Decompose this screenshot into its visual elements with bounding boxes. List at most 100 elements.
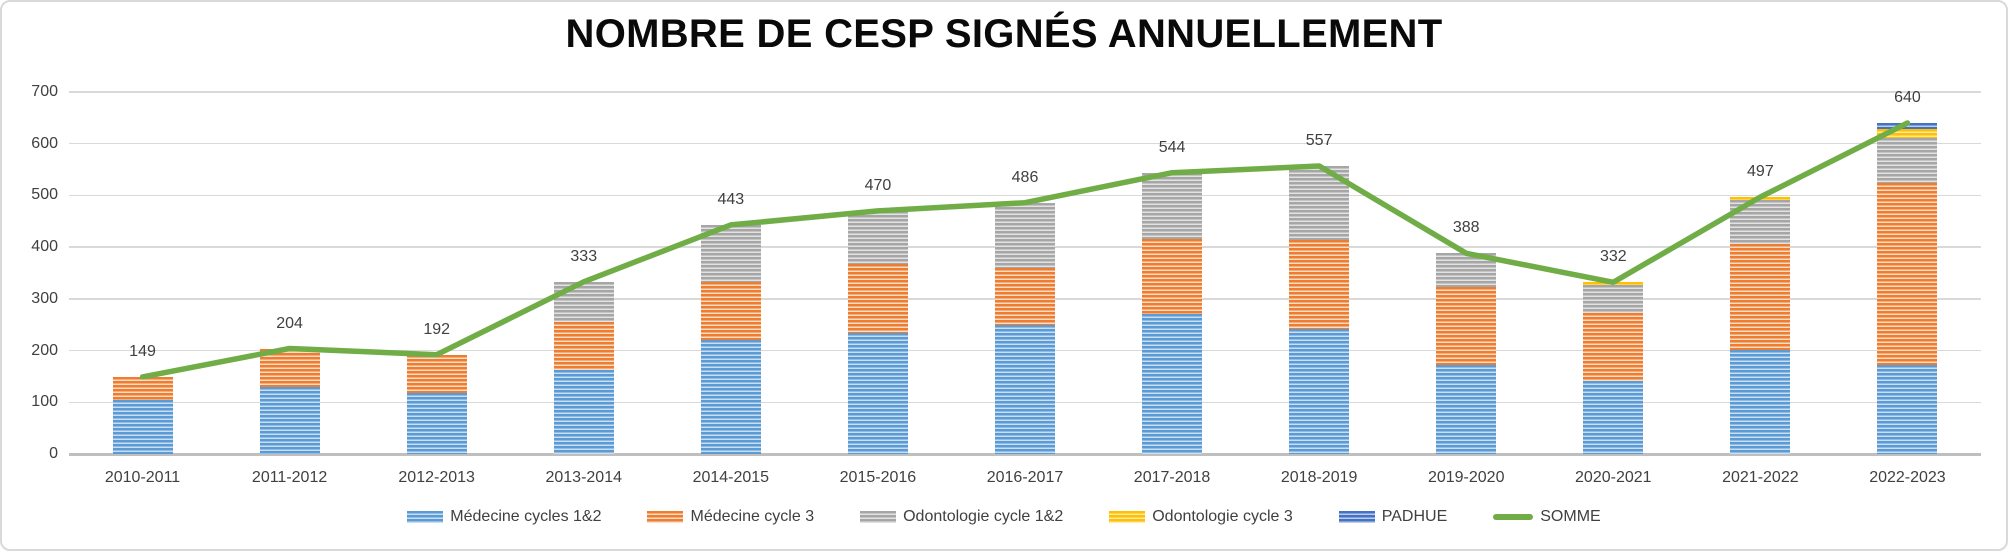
bar-segment-Médecine cycle 3 xyxy=(1583,312,1644,382)
x-axis-category-label: 2016-2017 xyxy=(986,469,1064,486)
x-axis-category-label: 2012-2013 xyxy=(398,469,475,486)
bar-segment-Odontologie cycle 1&2 xyxy=(1289,165,1350,240)
x-axis-category-label: 2010-2011 xyxy=(104,469,181,486)
bar-total-label: 443 xyxy=(717,190,745,208)
bar-segment-Odontologie cycle 1&2 xyxy=(1436,253,1497,287)
legend: Médecine cycles 1&2 Médecine cycle 3 Odont… xyxy=(2,508,2006,526)
bar-segment-Médecine cycle 3 xyxy=(406,354,467,393)
bar-total-label: 388 xyxy=(1452,219,1480,237)
bar-segment-Médecine cycles 1&2 xyxy=(1583,381,1644,454)
x-axis-category-label: 2014-2015 xyxy=(692,469,770,486)
bar-segment-Odontologie cycle 1&2 xyxy=(1142,172,1203,239)
chart-title: NOMBRE DE CESP SIGNÉS ANNUELLEMENT xyxy=(565,12,1443,56)
bar-segment-Médecine cycles 1&2 xyxy=(553,370,614,454)
legend-item-PADHUE: PADHUE xyxy=(1338,508,1448,526)
bar-segment-Médecine cycles 1&2 xyxy=(406,393,467,454)
bar-segment-Odontologie cycle 1&2 xyxy=(700,224,761,282)
bar-segment-Odontologie cycle 1&2 xyxy=(1877,138,1938,183)
bar-group-2017-2018 xyxy=(1142,2,1203,454)
bar-group-2015-2016 xyxy=(847,2,908,454)
bar-total-label: 192 xyxy=(423,320,451,338)
gridline xyxy=(69,91,1981,93)
bar-segment-Médecine cycles 1&2 xyxy=(1730,350,1791,454)
bar-total-label: 204 xyxy=(276,314,303,332)
bar-total-label: 333 xyxy=(570,247,598,265)
x-axis-category-label: 2013-2014 xyxy=(545,469,622,486)
bar-segment-Odontologie cycle 1&2 xyxy=(1583,284,1644,313)
legend-item-Odontologie cycle 1&2: Odontologie cycle 1&2 xyxy=(860,508,1063,526)
bar-segment-Médecine cycle 3 xyxy=(1142,238,1203,315)
y-axis-tick-label: 0 xyxy=(49,445,58,462)
legend-label: Médecine cycles 1&2 xyxy=(450,508,602,525)
bar-segment-Médecine cycles 1&2 xyxy=(1289,329,1350,454)
legend-label: Odontologie cycle 3 xyxy=(1152,508,1293,525)
bar-segment-Médecine cycles 1&2 xyxy=(700,339,761,454)
legend-label: SOMME xyxy=(1540,508,1601,525)
bar-segment-Médecine cycles 1&2 xyxy=(112,399,173,454)
bar-group-2013-2014 xyxy=(553,2,614,454)
legend-patch-swatch-icon xyxy=(860,511,897,523)
bar-segment-Odontologie cycle 1&2 xyxy=(847,211,908,264)
bar-segment-Médecine cycles 1&2 xyxy=(1877,364,1938,454)
bar-segment-Médecine cycle 3 xyxy=(259,348,320,387)
x-axis-category-label: 2011-2012 xyxy=(251,469,328,486)
legend-item-Médecine cycle 3: Médecine cycle 3 xyxy=(647,508,814,526)
bar-group-2010-2011 xyxy=(112,2,173,454)
x-axis-category-label: 2017-2018 xyxy=(1133,469,1211,486)
bar-segment-Médecine cycle 3 xyxy=(700,281,761,340)
bar-total-label: 544 xyxy=(1158,138,1186,156)
x-axis-category-label: 2019-2020 xyxy=(1427,469,1505,486)
y-axis-tick-label: 700 xyxy=(31,83,58,100)
bar-segment-Médecine cycles 1&2 xyxy=(259,386,320,454)
bar-group-2014-2015 xyxy=(700,2,761,454)
y-axis-tick-label: 300 xyxy=(31,289,58,307)
legend-item-Odontologie cycle 3: Odontologie cycle 3 xyxy=(1109,508,1293,526)
x-axis-category-label: 2021-2022 xyxy=(1722,469,1799,486)
y-axis-tick-label: 200 xyxy=(31,341,58,359)
y-axis-tick-label: 500 xyxy=(31,186,58,204)
x-axis-category-label: 2015-2016 xyxy=(839,469,917,486)
bar-segment-Médecine cycle 3 xyxy=(1436,286,1497,366)
bar-total-label: 149 xyxy=(129,342,156,360)
y-axis-tick-label: 100 xyxy=(31,393,58,411)
legend-patch-swatch-icon xyxy=(1338,511,1375,523)
legend-label: Odontologie cycle 1&2 xyxy=(903,508,1064,525)
bar-total-label: 332 xyxy=(1599,248,1627,266)
bar-segment-Médecine cycles 1&2 xyxy=(995,325,1055,454)
bar-segment-Odontologie cycle 3 xyxy=(1877,129,1938,138)
bar-total-label: 557 xyxy=(1305,131,1333,149)
legend-patch-swatch-icon xyxy=(647,511,684,523)
legend-label: PADHUE xyxy=(1381,508,1448,525)
bar-group-2018-2019 xyxy=(1289,2,1350,454)
bar-group-2012-2013 xyxy=(406,2,467,454)
legend-patch-swatch-icon xyxy=(407,511,444,523)
legend-item-SOMME: SOMME xyxy=(1493,508,1601,526)
x-axis-category-label: 2018-2019 xyxy=(1280,469,1358,486)
legend-line-swatch-icon xyxy=(1493,514,1534,520)
bar-total-label: 486 xyxy=(1011,168,1039,186)
y-axis-tick-label: 600 xyxy=(31,134,58,152)
bar-total-label: 470 xyxy=(864,176,892,194)
legend-patch-swatch-icon xyxy=(1109,511,1146,523)
bar-segment-Médecine cycle 3 xyxy=(1730,244,1791,351)
bar-segment-Médecine cycle 3 xyxy=(1877,182,1938,365)
bar-group-2021-2022 xyxy=(1730,2,1791,454)
bar-segment-Médecine cycle 3 xyxy=(112,376,173,400)
bar-segment-Odontologie cycle 1&2 xyxy=(553,281,614,323)
x-axis-category-label: 2020-2021 xyxy=(1575,469,1652,486)
bar-segment-Médecine cycle 3 xyxy=(1289,239,1350,330)
bar-group-2016-2017 xyxy=(995,2,1055,454)
bar-segment-Médecine cycle 3 xyxy=(847,263,908,333)
x-axis-category-label: 2022-2023 xyxy=(1869,469,1946,486)
x-axis-baseline xyxy=(69,452,1981,456)
legend-item-Médecine cycles 1&2: Médecine cycles 1&2 xyxy=(407,508,601,526)
bar-group-2011-2012 xyxy=(259,2,320,454)
bar-group-2020-2021 xyxy=(1583,2,1644,454)
bar-segment-Médecine cycle 3 xyxy=(553,322,614,371)
legend-label: Médecine cycle 3 xyxy=(690,508,815,525)
bar-segment-Médecine cycles 1&2 xyxy=(1142,314,1203,454)
bar-total-label: 640 xyxy=(1894,89,1921,107)
bar-segment-Odontologie cycle 1&2 xyxy=(1730,200,1791,245)
bar-total-label: 497 xyxy=(1747,162,1774,180)
